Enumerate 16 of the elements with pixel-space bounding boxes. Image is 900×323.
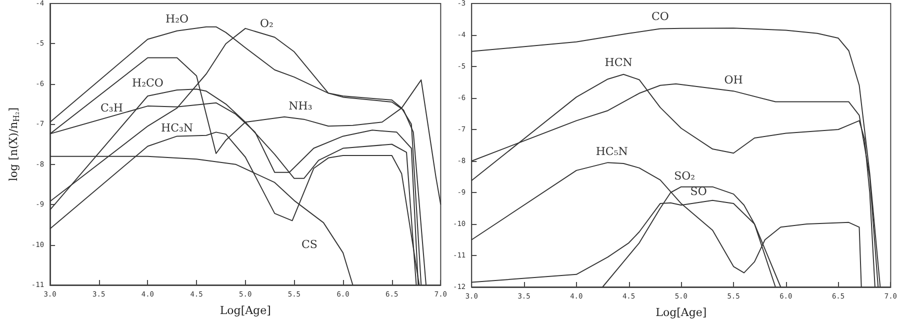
series-label: SO <box>690 184 707 198</box>
x-axis-title: Log[Age] <box>220 304 271 317</box>
series-label: CS <box>302 238 318 252</box>
series-label: H₂CO <box>132 76 164 90</box>
series-label: SO₂ <box>674 169 696 182</box>
series-label: HC₅N <box>596 145 628 158</box>
series-label: O₂ <box>260 16 274 30</box>
series-label: H₂O <box>165 12 189 26</box>
series-label: HCN <box>604 56 633 69</box>
y-axis-title: log [n(X)/nH₂] <box>7 107 21 182</box>
series-label: HC₃N <box>160 122 194 135</box>
series-label: CO <box>651 10 669 24</box>
series-label: OH <box>724 74 743 87</box>
series-label: NH₃ <box>288 99 312 112</box>
x-axis-title: Log[Age] <box>656 306 707 319</box>
series-label: C₃H <box>100 102 123 115</box>
